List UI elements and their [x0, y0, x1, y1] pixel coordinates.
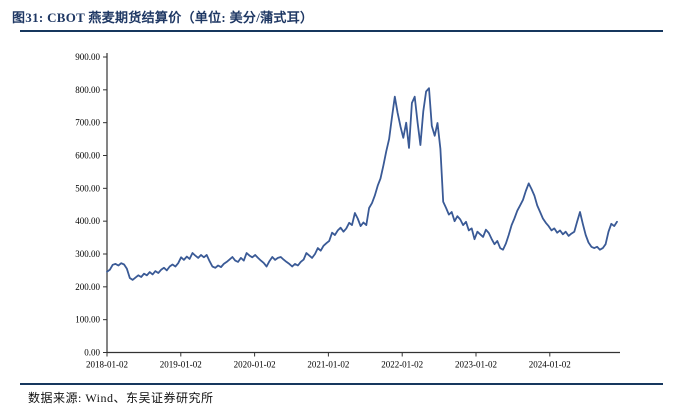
x-tick-label: 2023-01-02 [455, 360, 497, 370]
y-tick-label: 300.00 [75, 249, 100, 259]
x-tick-label: 2019-01-02 [160, 360, 202, 370]
title-divider [20, 30, 663, 32]
y-tick-label: 200.00 [75, 282, 100, 292]
y-tick-label: 700.00 [75, 118, 100, 128]
y-tick-label: 600.00 [75, 151, 100, 161]
x-tick-label: 2022-01-02 [381, 360, 423, 370]
y-tick-label: 100.00 [75, 315, 100, 325]
x-tick-label: 2024-01-02 [529, 360, 571, 370]
y-tick-label: 0.00 [84, 348, 100, 358]
figure-title: 图31: CBOT 燕麦期货结算价（单位: 美分/蒲式耳） [12, 10, 314, 25]
footer-divider [20, 383, 663, 385]
y-tick-label: 800.00 [75, 85, 100, 95]
price-line [106, 87, 618, 281]
y-tick-label: 500.00 [75, 183, 100, 193]
data-source: 数据来源: Wind、东吴证券研究所 [28, 391, 214, 405]
x-tick-label: 2020-01-02 [234, 360, 276, 370]
x-tick-label: 2021-01-02 [307, 360, 349, 370]
y-tick-label: 400.00 [75, 216, 100, 226]
y-tick-label: 900.00 [75, 52, 100, 62]
x-tick-label: 2018-01-02 [86, 360, 128, 370]
